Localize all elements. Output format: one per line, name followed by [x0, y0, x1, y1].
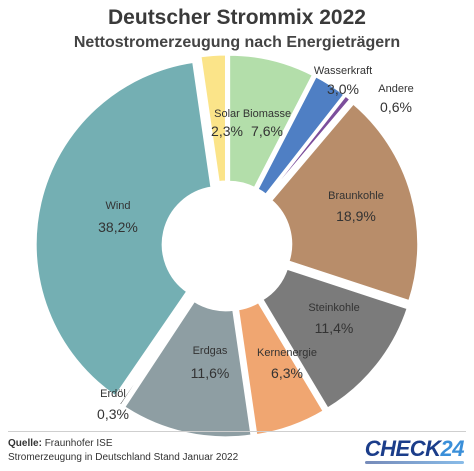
source-line: Quelle: Fraunhofer ISE [8, 438, 113, 449]
slice-value-andere: 0,6% [380, 99, 412, 115]
source-label: Quelle: [8, 438, 42, 449]
brand-swoosh-icon [364, 461, 464, 464]
slice-value-biomasse: 7,6% [251, 123, 283, 139]
chart-title: Deutscher Strommix 2022 [108, 6, 366, 29]
slice-value-kernenergie: 6,3% [271, 365, 303, 381]
slice-label-steinkohle: Steinkohle [308, 302, 359, 314]
slice-label-erdgas: Erdgas [193, 345, 228, 357]
slice-andere [264, 92, 354, 200]
slice-label-biomasse: Biomasse [243, 108, 291, 120]
source-note: Stromerzeugung in Deutschland Stand Janu… [8, 452, 239, 463]
brand-logo[interactable]: CHECK24 [364, 436, 465, 464]
slice-wind [33, 59, 214, 399]
slice-label-braunkohle: Braunkohle [328, 190, 384, 202]
slice-label-wind: Wind [105, 200, 130, 212]
slice-label-erdoel: Erdöl [100, 388, 126, 400]
slice-label-kernenergie: Kernenergie [257, 347, 317, 359]
slice-label-solar: Solar [214, 108, 240, 120]
slice-braunkohle [268, 100, 421, 304]
slice-erdoel [116, 296, 194, 409]
slice-value-solar: 2,3% [211, 123, 243, 139]
brand-number: 24 [440, 436, 465, 461]
slice-label-wasserkraft: Wasserkraft [314, 65, 372, 77]
chart-subtitle: Nettostromerzeugung nach Energieträgern [73, 34, 401, 51]
slice-label-andere: Andere [378, 83, 413, 95]
slice-value-steinkohle: 11,4% [315, 320, 354, 336]
slice-kernenergie [235, 299, 327, 438]
slice-solar [198, 52, 228, 185]
footer-divider [8, 431, 466, 432]
source-value: Fraunhofer ISE [44, 438, 113, 449]
slice-value-erdgas: 11,6% [191, 365, 230, 381]
slice-erdgas [121, 298, 254, 440]
slice-biomasse [227, 52, 316, 191]
slice-value-wasserkraft: 3,0% [327, 81, 359, 97]
slice-steinkohle [259, 266, 411, 412]
slice-value-erdoel: 0,3% [97, 406, 129, 422]
brand-name: CHECK [364, 436, 441, 461]
slice-value-wind: 38,2% [98, 219, 138, 235]
slice-value-braunkohle: 18,9% [336, 208, 376, 224]
